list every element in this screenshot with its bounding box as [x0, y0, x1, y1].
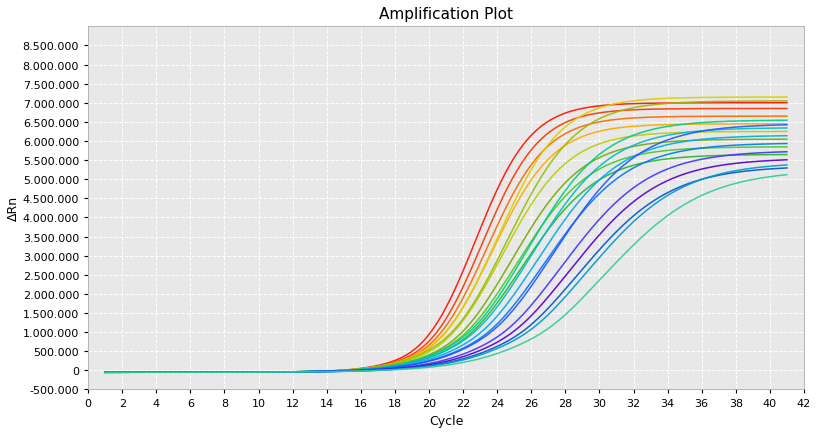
Y-axis label: ΔRn: ΔRn — [7, 196, 20, 221]
X-axis label: Cycle: Cycle — [429, 414, 463, 427]
Title: Amplification Plot: Amplification Plot — [379, 7, 513, 22]
